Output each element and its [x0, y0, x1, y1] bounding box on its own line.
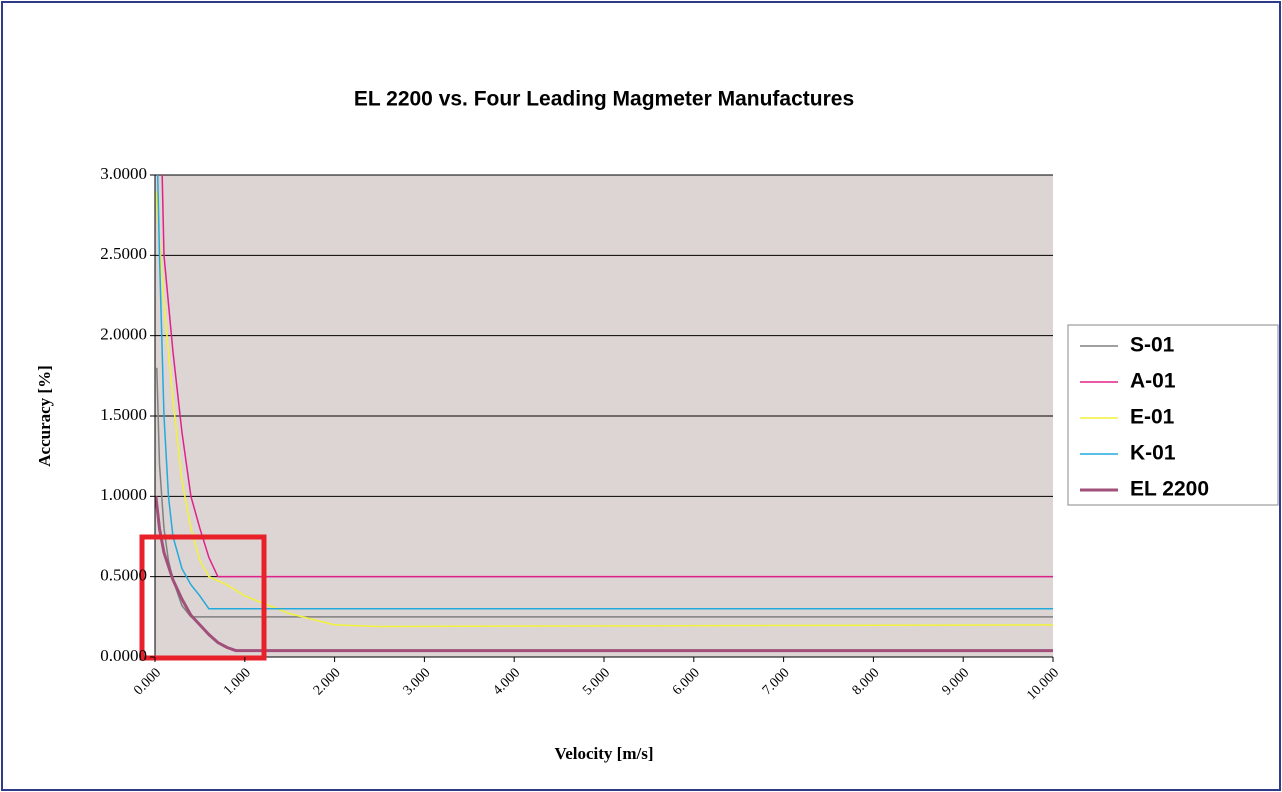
legend-label: E-01 — [1130, 406, 1175, 429]
y-tick-label: 0.5000 — [100, 566, 147, 585]
series-line — [156, 174, 1053, 610]
legend-label: A-01 — [1130, 370, 1176, 393]
legend — [1067, 324, 1279, 506]
series-line — [155, 191, 1053, 628]
y-tick-label: 1.5000 — [100, 405, 147, 424]
y-tick-label: 1.0000 — [100, 485, 147, 504]
legend-label: K-01 — [1130, 442, 1176, 465]
legend-label: S-01 — [1130, 334, 1175, 357]
series-line — [155, 496, 1053, 653]
y-tick-label: 3.0000 — [100, 164, 147, 183]
y-tick-label: 2.5000 — [100, 244, 147, 263]
x-axis-label: Velocity [m/s] — [555, 744, 654, 763]
highlight-box — [139, 534, 267, 661]
chart-title: EL 2200 vs. Four Leading Magmeter Manufa… — [354, 88, 854, 111]
y-tick-label: 0.0000 — [100, 646, 147, 665]
series-line — [161, 174, 1053, 578]
y-tick-label: 2.0000 — [100, 325, 147, 344]
y-axis-label: Accuracy [%] — [35, 365, 54, 467]
legend-label: EL 2200 — [1130, 478, 1209, 501]
